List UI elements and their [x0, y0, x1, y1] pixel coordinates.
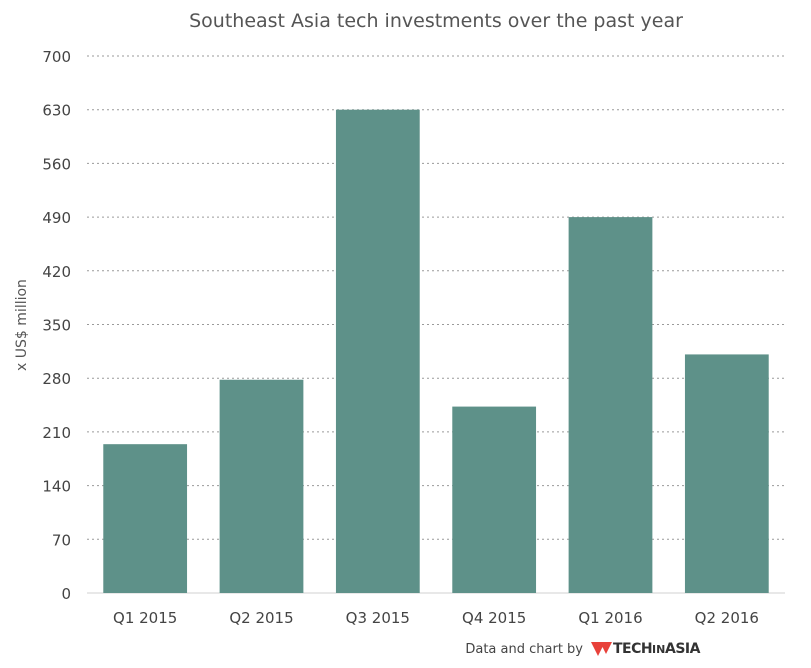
brand-tech: TECH [613, 641, 652, 657]
y-axis-label: x US$ million [14, 279, 30, 371]
x-tick-labels: Q1 2015 Q2 2015 Q3 2015 Q4 2015 Q1 2016 Q2 20… [113, 609, 759, 627]
y-tick-labels: 0 70 140 210 280 350 420 490 560 630 700 [42, 48, 71, 603]
gridlines [87, 55, 785, 594]
techinasia-mark-icon [591, 642, 612, 656]
x-tick-label: Q3 2015 [346, 609, 410, 627]
y-tick-label: 0 [61, 585, 71, 603]
brand-asia: ASIA [665, 641, 701, 657]
x-tick-label: Q4 2015 [462, 609, 526, 627]
y-tick-label: 280 [42, 370, 71, 388]
x-tick-label: Q1 2015 [113, 609, 177, 627]
y-tick-label: 490 [42, 209, 71, 227]
chart-title: Southeast Asia tech investments over the… [189, 10, 683, 32]
y-tick-label: 420 [42, 263, 71, 281]
y-tick-label: 350 [42, 317, 71, 335]
bar [452, 406, 537, 593]
y-tick-label: 140 [42, 478, 71, 496]
brand-in: IN [652, 643, 665, 656]
y-tick-label: 210 [42, 424, 71, 442]
bar [684, 354, 769, 593]
credit-line: Data and chart by TECH IN ASIA [465, 641, 701, 657]
x-tick-label: Q2 2016 [695, 609, 759, 627]
bar [219, 379, 304, 593]
credit-text: Data and chart by [465, 642, 583, 657]
y-tick-label: 700 [42, 48, 71, 66]
y-tick-label: 630 [42, 102, 71, 120]
y-tick-label: 560 [42, 155, 71, 173]
bars [103, 109, 769, 593]
techinasia-logo: TECH IN ASIA [591, 641, 701, 657]
x-tick-label: Q1 2016 [578, 609, 642, 627]
bar [103, 444, 188, 593]
bar [335, 109, 420, 593]
y-tick-label: 70 [52, 531, 71, 549]
bar [568, 217, 653, 593]
x-tick-label: Q2 2015 [229, 609, 293, 627]
